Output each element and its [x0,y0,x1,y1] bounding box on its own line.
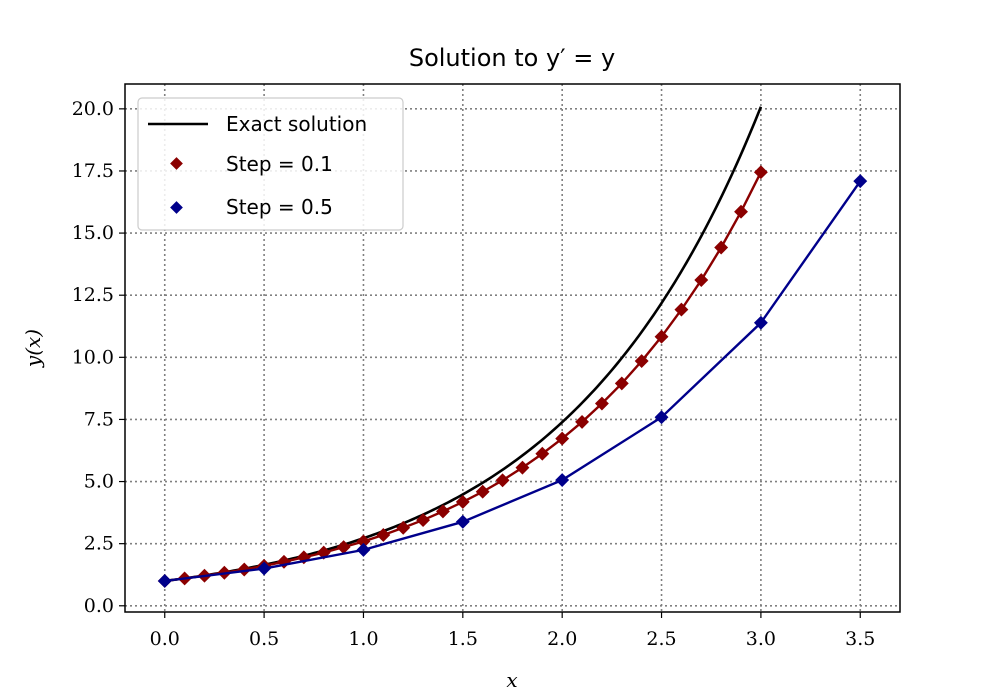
data-point-step-0-1 [396,520,411,535]
data-point-step-0-1 [594,396,609,411]
series-layer [157,106,868,588]
x-tick-label: 1.5 [448,628,478,650]
y-tick-label: 15.0 [72,222,114,244]
y-tick-label: 12.5 [72,284,114,306]
x-tick-label: 0.0 [150,628,180,650]
data-point-step-0-1 [555,431,570,446]
data-point-step-0-1 [376,528,391,542]
data-point-step-0-1 [654,329,669,344]
axes-frame [124,83,901,613]
data-point-step-0-1 [495,473,510,488]
data-point-step-0-1 [734,204,748,219]
data-point-step-0-1 [634,354,649,368]
y-axis-label: y(x) [21,329,45,368]
legend-step05-marker [170,201,183,214]
data-point-step-0-5 [257,561,272,576]
y-tick-label: 5.0 [84,471,114,493]
data-point-step-0-1 [674,302,689,317]
data-point-step-0-5 [753,315,768,330]
x-tick-label: 3.5 [845,628,875,650]
legend-box [137,97,404,231]
data-point-step-0-1 [614,376,629,391]
data-point-step-0-1 [694,273,709,287]
data-point-step-0-1 [515,460,530,475]
legend-exact-label: Exact solution [226,112,367,136]
y-tick-label: 2.5 [84,533,114,555]
data-point-step-0-1 [714,240,729,255]
data-point-step-0-1 [436,504,450,519]
data-point-step-0-1 [455,494,470,509]
legend-step01-label: Step = 0.1 [226,152,333,176]
data-point-step-0-5 [157,573,172,588]
data-point-step-0-5 [654,410,669,425]
data-point-step-0-1 [535,446,550,461]
y-tick-label: 10.0 [72,346,114,368]
data-point-step-0-1 [575,414,589,429]
data-point-step-0-5 [853,174,868,189]
data-point-step-0-1 [416,513,431,528]
series-line-step-0-5 [164,180,862,583]
data-point-step-0-1 [237,562,252,577]
y-tick-label: 17.5 [72,160,114,182]
x-tick-label: 1.0 [348,628,378,650]
data-point-step-0-1 [475,484,490,499]
x-tick-label: 0.5 [249,628,279,650]
data-point-step-0-1 [753,165,768,180]
ticks: 0.0 0.5 1.0 1.5 2.0 2.5 3.0 3.5 0.0 2.5 5.0 7.5 10.0… [72,98,876,650]
x-tick-label: 2.0 [547,628,577,650]
x-tick-label: 3.0 [746,628,776,650]
legend-step01-marker [170,157,183,170]
x-tick-label: 2.5 [646,628,676,650]
x-axis-label: x [506,668,517,692]
y-tick-label: 0.0 [84,595,114,617]
data-point-step-0-5 [455,514,470,529]
legend: Exact solution Step = 0.1 Step = 0.5 [137,97,404,231]
y-tick-label: 7.5 [84,408,114,430]
data-point-step-0-5 [356,542,371,557]
chart-title: Solution to y′ = y [409,44,615,72]
data-point-step-0-5 [555,473,570,488]
y-tick-label: 20.0 [72,98,114,120]
legend-step05-label: Step = 0.5 [226,195,333,219]
